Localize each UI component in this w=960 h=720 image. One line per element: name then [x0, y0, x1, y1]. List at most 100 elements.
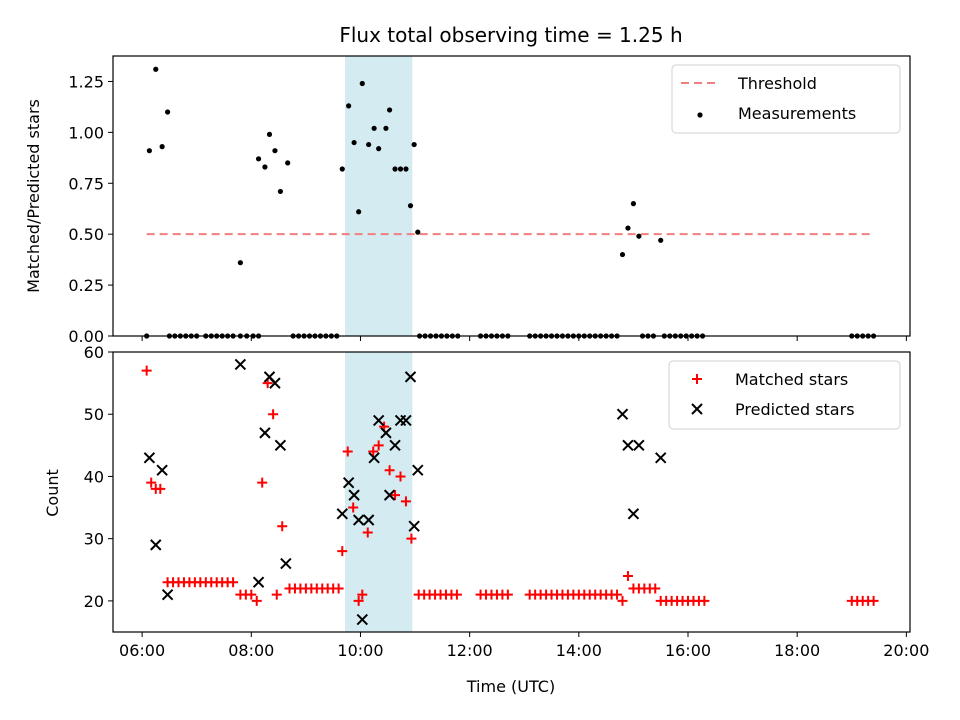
data-point — [153, 66, 159, 72]
data-point — [383, 489, 396, 501]
data-point — [407, 203, 414, 209]
data-point — [333, 583, 344, 594]
data-point — [373, 440, 384, 451]
data-point — [406, 533, 417, 544]
plot-frame — [112, 351, 911, 633]
data-point — [357, 589, 368, 600]
data-point — [164, 109, 171, 115]
data-point — [389, 439, 401, 452]
data-point — [346, 103, 352, 109]
data-point — [161, 588, 174, 601]
data-point — [146, 477, 157, 488]
x-tick-label: 14:00 — [556, 641, 602, 660]
x-tick-label: 12:00 — [447, 641, 493, 660]
data-point — [636, 233, 642, 239]
data-point — [353, 595, 364, 606]
data-point — [342, 446, 353, 457]
data-point — [376, 146, 382, 152]
data-point — [371, 125, 377, 131]
series-matched-stars — [141, 365, 879, 606]
data-point — [280, 557, 292, 570]
highlight-span — [345, 352, 413, 632]
data-point — [368, 452, 380, 464]
legend-box — [671, 64, 901, 134]
data-point — [650, 583, 661, 594]
data-point — [408, 520, 420, 532]
data-point — [359, 80, 365, 87]
x-tick-label: 20:00 — [883, 641, 929, 660]
y-tick-label: 0.50 — [68, 225, 104, 244]
top-y-axis-label: Matched/Predicted stars — [24, 99, 43, 293]
data-point — [277, 188, 284, 195]
data-point — [351, 139, 357, 146]
bottom-panel: 20 30 40 50 60 06:00 08:00 10:00 12:00 14:00 16:00… — [84, 343, 930, 660]
data-point — [658, 237, 664, 243]
data-point — [616, 408, 629, 420]
data-point — [400, 496, 411, 507]
data-point — [262, 164, 268, 170]
y-tick-label: 1.25 — [68, 72, 104, 91]
data-point — [404, 371, 417, 383]
data-point — [622, 571, 633, 581]
data-point — [451, 589, 462, 600]
legend-box — [668, 360, 901, 430]
data-point — [380, 427, 392, 439]
data-point — [386, 107, 393, 113]
x-tick-label: 16:00 — [665, 641, 711, 660]
y-tick-label: 20 — [84, 592, 104, 611]
data-point — [400, 414, 412, 427]
data-point — [342, 476, 355, 489]
chart-title: Flux total observing time = 1.25 h — [339, 23, 682, 47]
y-axis: 0.00 0.25 0.50 0.75 1.00 1.25 — [68, 72, 113, 346]
x-axis-label: Time (UTC) — [466, 677, 555, 696]
data-point — [384, 465, 395, 476]
y-axis: 20 30 40 50 60 — [84, 343, 113, 611]
legend-swatch — [697, 112, 703, 118]
data-point — [228, 577, 239, 588]
data-point — [348, 502, 359, 513]
data-point — [268, 409, 279, 420]
data-point — [619, 251, 626, 258]
y-tick-label: 30 — [84, 530, 104, 549]
data-point — [397, 166, 404, 172]
data-point — [251, 595, 262, 606]
data-point — [627, 508, 640, 520]
data-point — [352, 514, 365, 526]
data-point — [403, 166, 409, 172]
data-point — [411, 141, 417, 148]
top-panel: 0.00 0.25 0.50 0.75 1.00 1.25 Threshold Measure… — [68, 55, 911, 346]
data-point — [356, 613, 368, 626]
y-tick-label: 50 — [84, 405, 104, 424]
data-point — [412, 464, 424, 476]
legend-label: Predicted stars — [735, 400, 855, 419]
legend-label: Measurements — [738, 104, 856, 123]
data-point — [630, 201, 637, 207]
x-tick-label: 06:00 — [119, 641, 165, 660]
series-predicted-stars — [143, 358, 667, 626]
data-point — [362, 527, 373, 538]
x-axis: 06:00 08:00 10:00 12:00 14:00 16:00 18:00 20:00 — [119, 632, 929, 660]
series-measurements — [144, 66, 877, 339]
legend: Threshold Measurements — [671, 64, 901, 134]
data-point — [155, 483, 166, 494]
y-tick-label: 1.00 — [68, 123, 104, 142]
data-point — [699, 595, 710, 606]
data-point — [336, 508, 348, 520]
x-tick-label: 08:00 — [228, 641, 274, 660]
data-point — [348, 489, 360, 501]
data-point — [159, 144, 165, 150]
data-point — [633, 439, 645, 452]
data-point — [655, 452, 667, 464]
data-point — [269, 377, 281, 389]
data-point — [372, 414, 385, 427]
legend-label: Matched stars — [735, 370, 848, 389]
data-point — [392, 166, 398, 172]
data-point — [390, 490, 401, 501]
data-point — [255, 156, 262, 162]
data-point — [395, 471, 406, 482]
y-tick-label: 40 — [84, 467, 104, 486]
data-point — [868, 595, 879, 606]
data-point — [502, 589, 513, 600]
data-point — [266, 131, 273, 137]
data-point — [277, 521, 288, 532]
